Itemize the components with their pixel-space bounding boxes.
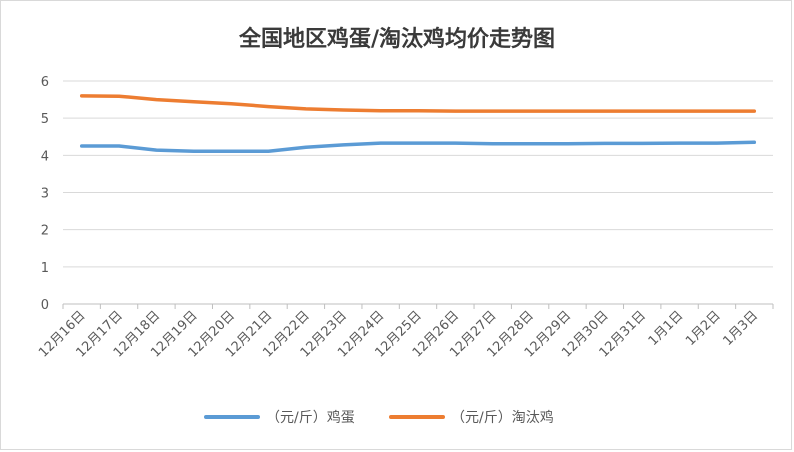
x-tick-label: 1月3日	[720, 308, 761, 349]
y-tick-label: 6	[41, 75, 49, 90]
y-tick-label: 2	[41, 224, 49, 239]
series-line-1	[79, 94, 757, 113]
y-tick-label: 1	[41, 261, 49, 276]
chart-title: 全国地区鸡蛋/淘汰鸡均价走势图	[238, 26, 555, 52]
series-layer	[79, 94, 757, 153]
x-tick-label: 1月2日	[683, 308, 724, 349]
x-tick-labels: 12月16日12月17日12月18日12月19日12月20日12月21日12月2…	[36, 308, 761, 360]
legend-label-0: （元/斤）鸡蛋	[266, 409, 355, 426]
y-tick-label: 4	[41, 149, 49, 164]
y-tick-label: 0	[41, 298, 49, 313]
series-line-0	[79, 140, 757, 153]
grid-layer	[62, 80, 774, 309]
y-tick-label: 3	[41, 187, 49, 202]
y-tick-label: 5	[41, 112, 49, 127]
y-tick-labels: 0 1 2 3 4 5 6	[41, 75, 49, 313]
legend: （元/斤）鸡蛋 （元/斤）淘汰鸡	[204, 409, 554, 426]
x-tick-label: 1月1日	[646, 308, 687, 349]
legend-label-1: （元/斤）淘汰鸡	[451, 409, 554, 426]
